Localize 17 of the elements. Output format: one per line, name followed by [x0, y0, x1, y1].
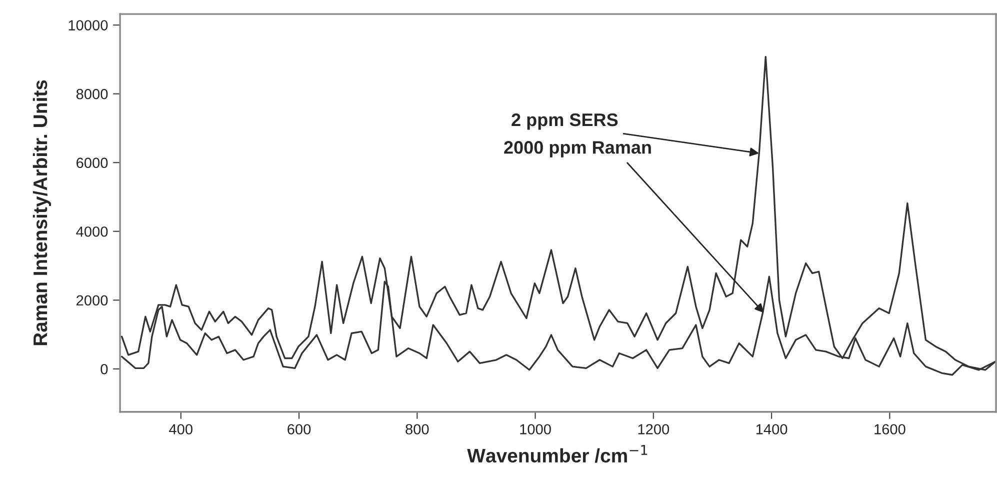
- y-tick-label: 2000: [76, 295, 108, 306]
- x-axis-title: Wavenumber /cm$^{−1}$: [467, 444, 648, 463]
- y-tick-label: 10000: [68, 20, 108, 30]
- y-tick-label: 0: [100, 364, 108, 374]
- annotation: 2000 ppm Raman: [504, 141, 651, 158]
- annotation: 2 ppm SERS: [512, 113, 618, 130]
- y-tick-label: 8000: [76, 88, 108, 100]
- y-axis-title: Raman Intensity/Arbitr. Units: [32, 80, 52, 346]
- x-tick-label: 1400: [756, 424, 788, 434]
- x-tick-label: 1600: [874, 424, 906, 434]
- y-tick-label: 4000: [76, 226, 108, 237]
- x-tick-label: 1000: [520, 424, 551, 434]
- x-tick-label: 600: [288, 424, 311, 434]
- x-tick-label: 800: [406, 424, 429, 434]
- x-tick-label: 400: [169, 424, 192, 434]
- y-tick-label: 6000: [76, 158, 108, 168]
- x-tick-label: 1200: [638, 424, 670, 434]
